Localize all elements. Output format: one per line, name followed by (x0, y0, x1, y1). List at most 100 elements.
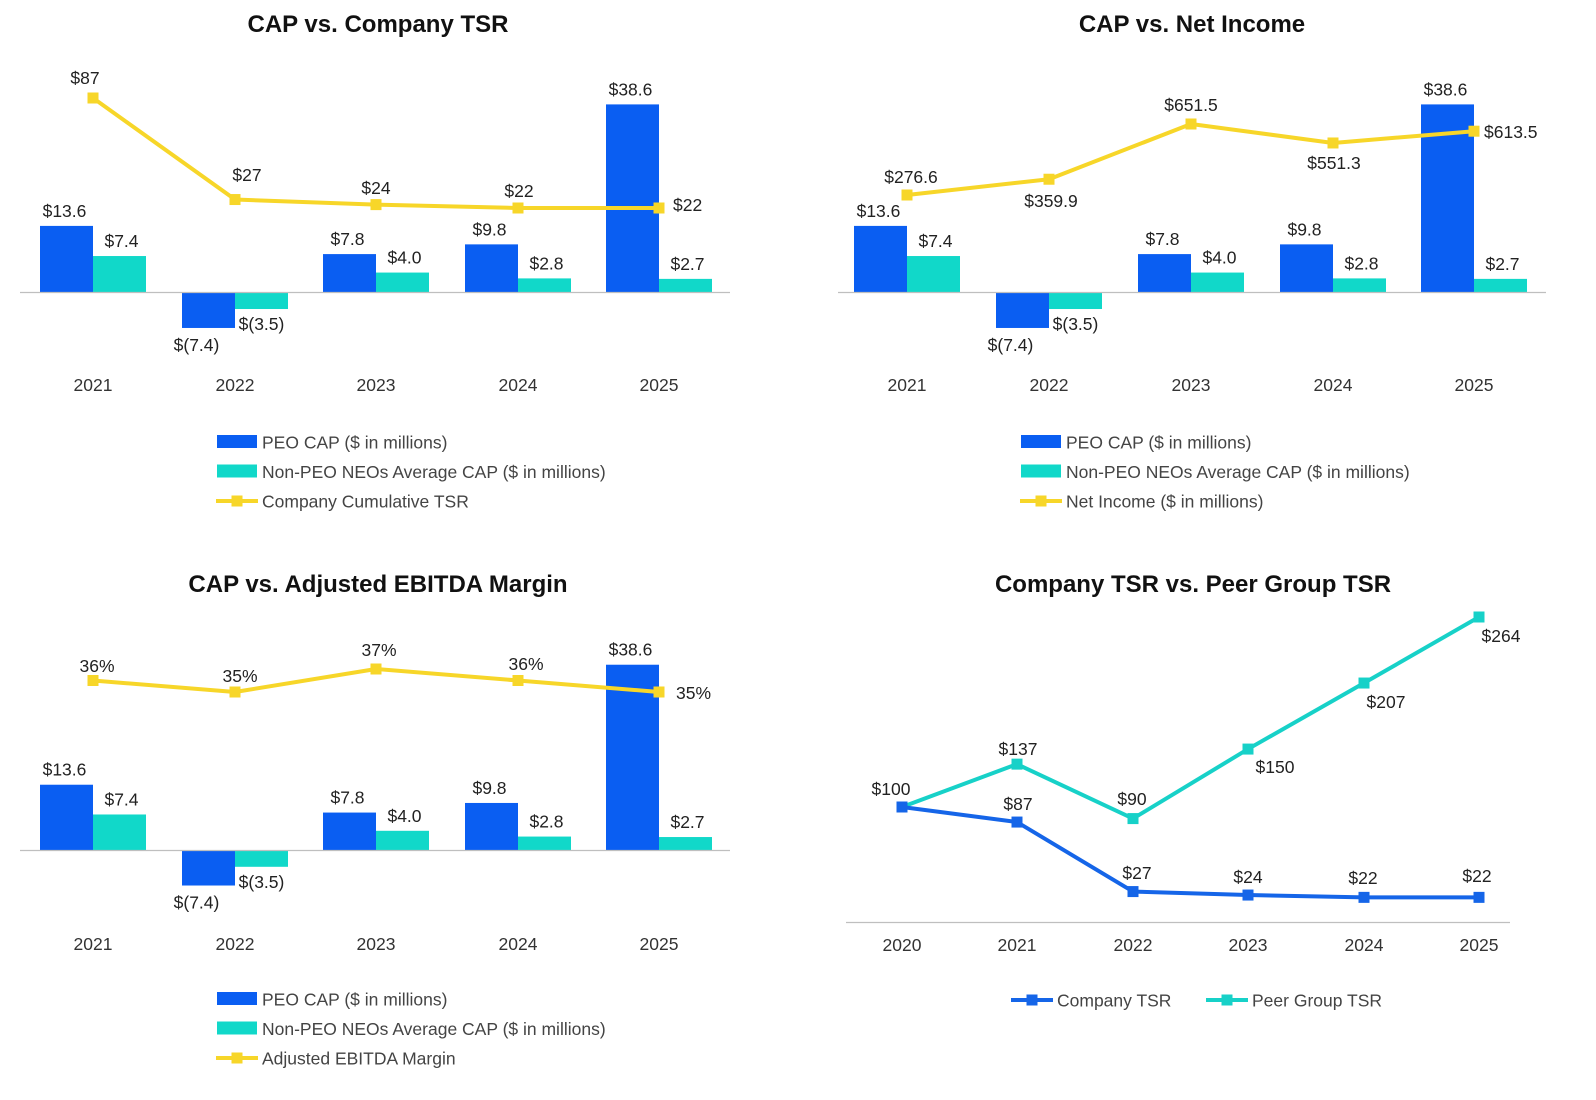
peo-cap-label-2023: $7.8 (330, 229, 364, 249)
x-tick-2024: 2024 (499, 934, 538, 954)
company-tsr-label-2024: $22 (1348, 868, 1377, 888)
line-label-2023: 37% (361, 640, 396, 660)
peer-tsr-label-2024: $207 (1367, 692, 1406, 712)
chart-title: CAP vs. Net Income (1079, 11, 1305, 38)
neo-cap-bar-2023 (1191, 272, 1244, 292)
x-tick-2025: 2025 (1455, 375, 1494, 395)
peo-cap-bar-2021 (40, 225, 93, 292)
legend-label-0: PEO CAP ($ in millions) (262, 433, 447, 453)
line-marker-2023 (370, 199, 382, 211)
neo-cap-label-2025: $2.7 (1485, 254, 1519, 274)
peo-cap-bar-2024 (1280, 244, 1333, 292)
neo-cap-label-2024: $2.8 (529, 812, 563, 832)
line-label-2025: $22 (673, 195, 702, 215)
neo-cap-bar-2025 (659, 837, 712, 850)
line-marker-2021 (87, 92, 99, 104)
neo-cap-bar-2024 (518, 278, 571, 292)
x-tick-2021: 2021 (74, 934, 113, 954)
neo-cap-bar-2023 (376, 830, 429, 850)
peer-tsr-marker-2025 (1473, 611, 1485, 623)
x-tick-2023: 2023 (1172, 375, 1211, 395)
peo-cap-bar-2023 (1138, 254, 1191, 292)
legend-label-2: Company Cumulative TSR (262, 492, 469, 512)
peer-tsr-marker-2021 (1011, 758, 1023, 770)
legend-label-1: Non-PEO NEOs Average CAP ($ in millions) (262, 462, 606, 482)
legend-label-1: Peer Group TSR (1252, 991, 1382, 1011)
neo-cap-label-2025: $2.7 (670, 812, 704, 832)
x-tick-2024: 2024 (499, 375, 538, 395)
neo-cap-label-2025: $2.7 (670, 254, 704, 274)
peo-cap-bar-2024 (465, 802, 518, 850)
x-tick-2025: 2025 (640, 934, 679, 954)
peo-cap-bar-2022 (996, 292, 1049, 328)
chart-4: Company TSR vs. Peer Group TSR $137 $90 $15… (846, 571, 1521, 1011)
legend-label-0: PEO CAP ($ in millions) (262, 990, 447, 1010)
line-label-2025: 35% (676, 683, 711, 703)
company-tsr-label-2023: $24 (1233, 867, 1262, 887)
line-marker-2025 (653, 686, 665, 698)
peer-tsr-label-2025: $264 (1482, 626, 1521, 646)
line-marker-2024 (512, 675, 524, 686)
chart-title: CAP vs. Adjusted EBITDA Margin (188, 571, 567, 598)
chart-3: CAP vs. Adjusted EBITDA Margin $13.6 $(7.4… (20, 571, 730, 1069)
line-marker-2022 (229, 686, 241, 698)
x-tick-2023: 2023 (357, 375, 396, 395)
chart-title: CAP vs. Company TSR (248, 11, 509, 38)
legend-swatch-marker (231, 1052, 243, 1064)
peer-tsr-line (901, 615, 1480, 821)
x-tick-2024: 2024 (1314, 375, 1353, 395)
peer-tsr-marker-2024 (1358, 677, 1370, 689)
x-tick-2021: 2021 (888, 375, 927, 395)
neo-cap-label-2023: $4.0 (1202, 248, 1236, 268)
neo-cap-label-2022: $(3.5) (239, 872, 285, 892)
neo-cap-label-2022: $(3.5) (239, 314, 285, 334)
peo-cap-bar-2024 (465, 244, 518, 292)
peo-cap-bar-2023 (323, 812, 376, 850)
neo-cap-bar-2025 (1474, 278, 1527, 292)
company-tsr-marker-2021 (1011, 816, 1023, 828)
company-tsr-label-2022: $27 (1122, 863, 1151, 883)
legend-label-0: Company TSR (1057, 991, 1171, 1011)
neo-cap-bar-2025 (659, 278, 712, 292)
line-marker-2022 (229, 194, 241, 206)
peo-cap-label-2024: $9.8 (1287, 219, 1321, 239)
line-label-2023: $24 (361, 178, 390, 198)
legend-swatch-marker-0 (1026, 994, 1038, 1006)
peo-cap-bar-2025 (606, 664, 659, 850)
legend: PEO CAP ($ in millions) Non-PEO NEOs Aver… (216, 433, 606, 512)
line-series-path (906, 122, 1475, 197)
legend-label-2: Adjusted EBITDA Margin (262, 1049, 456, 1069)
company-tsr-marker-2020 (896, 801, 908, 813)
peo-cap-label-2024: $9.8 (472, 778, 506, 798)
legend: PEO CAP ($ in millions) Non-PEO NEOs Aver… (1020, 433, 1410, 512)
company-tsr-label-2025: $22 (1462, 866, 1491, 886)
line-label-2022: $27 (232, 165, 261, 185)
line-marker-2022 (1043, 173, 1055, 185)
line-label-2025: $613.5 (1484, 122, 1538, 142)
peo-cap-label-2025: $38.6 (1424, 79, 1468, 99)
line-label-2021: $87 (70, 68, 99, 88)
neo-cap-label-2021: $7.4 (104, 789, 138, 809)
peo-cap-bar-2022 (182, 292, 235, 328)
neo-cap-bar-2024 (1333, 278, 1386, 292)
company-tsr-label-2021: $87 (1003, 794, 1032, 814)
peer-tsr-label-2022: $90 (1117, 789, 1146, 809)
x-tick-2021: 2021 (998, 935, 1037, 955)
legend: Company TSR Peer Group TSR (1011, 991, 1382, 1011)
neo-cap-label-2023: $4.0 (387, 248, 421, 268)
peer-tsr-label-2023: $150 (1256, 757, 1295, 777)
company-tsr-line (901, 805, 1479, 900)
neo-cap-bar-2024 (518, 836, 571, 850)
legend-swatch-0 (217, 435, 257, 448)
peo-cap-bar-2022 (182, 850, 235, 886)
company-tsr-marker-2025 (1473, 891, 1485, 903)
peo-cap-label-2022: $(7.4) (174, 335, 220, 355)
peo-cap-label-2025: $38.6 (609, 79, 653, 99)
neo-cap-bar-2021 (93, 814, 146, 850)
x-tick-2025: 2025 (640, 375, 679, 395)
peo-cap-label-2021: $13.6 (43, 201, 87, 221)
peo-cap-bar-2021 (40, 784, 93, 850)
legend: PEO CAP ($ in millions) Non-PEO NEOs Aver… (216, 990, 606, 1069)
line-marker-2024 (1327, 137, 1339, 149)
